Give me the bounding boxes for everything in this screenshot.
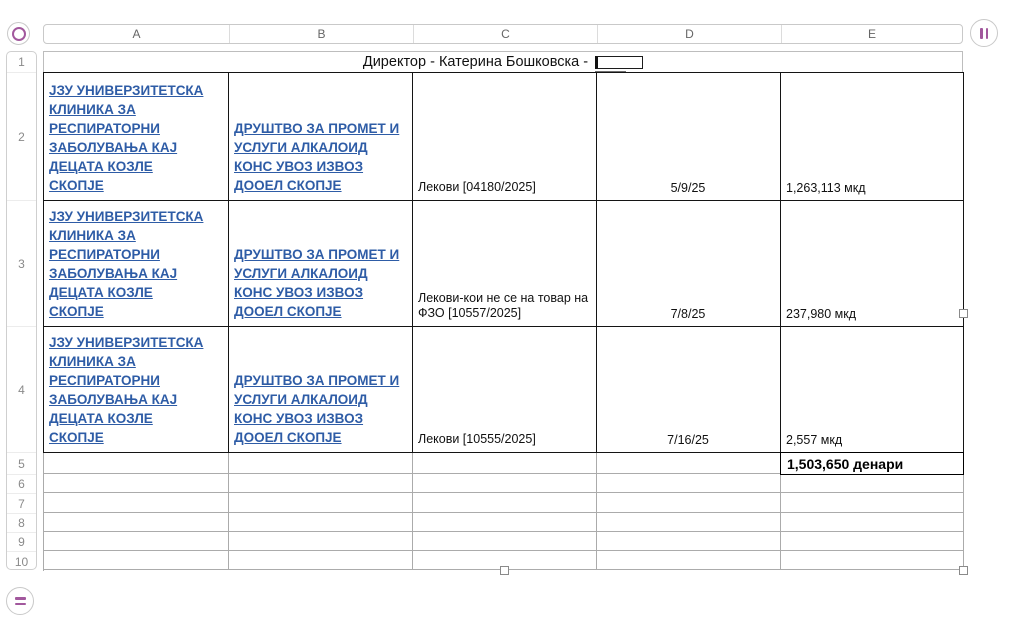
row-header-8[interactable]: 8 [7, 514, 36, 533]
cell-A6[interactable] [44, 474, 229, 493]
add-column-handle[interactable] [970, 19, 998, 47]
cell-D9[interactable] [597, 532, 781, 551]
cell-D3[interactable]: 7/8/25 [596, 200, 781, 327]
row-header-9[interactable]: 9 [7, 533, 36, 552]
add-column-icon [980, 27, 983, 39]
column-header-b[interactable]: B [229, 25, 413, 43]
cell-C2[interactable]: Лекови [04180/2025] [412, 72, 597, 201]
cell-B9[interactable] [229, 532, 413, 551]
date-text: 7/8/25 [670, 307, 706, 321]
cell-D8[interactable] [597, 513, 781, 532]
cell-A8[interactable] [44, 513, 229, 532]
row-header-1[interactable]: 1 [7, 52, 36, 73]
cell-C6[interactable] [413, 474, 597, 493]
cell-C3[interactable]: Лекови-кои не се на товар на ФЗО [10557/… [412, 200, 597, 327]
institution-link[interactable]: ЈЗУ УНИВЕРЗИТЕТСКА КЛИНИКА ЗА РЕСПИРАТОР… [49, 209, 204, 319]
cell-E6[interactable] [781, 474, 964, 493]
cell-E4[interactable]: 2,557 мкд [780, 326, 964, 453]
cell-B2[interactable]: ДРУШТВО ЗА ПРОМЕТ И УСЛУГИ АЛКАЛОИД КОНС… [228, 72, 413, 201]
cell-B7[interactable] [229, 493, 413, 513]
add-row-handle[interactable] [6, 587, 34, 615]
column-header-bar: A B C D E [43, 24, 963, 44]
column-header-a[interactable]: A [132, 27, 141, 41]
date-text: 7/16/25 [667, 433, 709, 447]
amount-text: 237,980 мкд [786, 307, 857, 321]
add-row-icon [14, 597, 26, 600]
resize-handle-right[interactable] [959, 309, 968, 318]
cell-D5[interactable] [597, 452, 781, 474]
cell-A10[interactable] [44, 551, 229, 570]
row-header-bar: 1 2 3 4 5 6 7 8 9 10 [6, 51, 37, 570]
resize-handle-bottom-right[interactable] [959, 566, 968, 575]
item-text: Лекови [10555/2025] [418, 432, 536, 446]
supplier-link[interactable]: ДРУШТВО ЗА ПРОМЕТ И УСЛУГИ АЛКАЛОИД КОНС… [234, 121, 400, 193]
total-amount-text: 1,503,650 денари [787, 455, 904, 472]
item-text: Лекови-кои не се на товар на ФЗО [10557/… [418, 291, 589, 320]
cell-A7[interactable] [44, 493, 229, 513]
table-select-handle[interactable] [7, 22, 30, 45]
title-text: Директор - Катерина Бошковска - [362, 54, 589, 70]
amount-text: 2,557 мкд [786, 433, 843, 447]
cell-C5[interactable] [413, 452, 597, 474]
row-header-7[interactable]: 7 [7, 494, 36, 514]
cell-C8[interactable] [413, 513, 597, 532]
cell-title-A1[interactable]: Директор - Катерина Бошковска - [43, 51, 963, 74]
cell-C9[interactable] [413, 532, 597, 551]
row-header-6[interactable]: 6 [7, 475, 36, 494]
cell-D2[interactable]: 5/9/25 [596, 72, 781, 201]
cell-B6[interactable] [229, 474, 413, 493]
resize-handle-bottom[interactable] [500, 566, 509, 575]
cell-E8[interactable] [781, 513, 964, 532]
item-text: Лекови [04180/2025] [418, 180, 536, 194]
row-header-3[interactable]: 3 [7, 201, 36, 327]
row-header-10[interactable]: 10 [14, 554, 29, 569]
supplier-link[interactable]: ДРУШТВО ЗА ПРОМЕТ И УСЛУГИ АЛКАЛОИД КОНС… [234, 247, 400, 319]
row-header-5[interactable]: 5 [7, 453, 36, 475]
institution-link[interactable]: ЈЗУ УНИВЕРЗИТЕТСКА КЛИНИКА ЗА РЕСПИРАТОР… [49, 335, 204, 445]
cell-D7[interactable] [597, 493, 781, 513]
cell-A4[interactable]: ЈЗУ УНИВЕРЗИТЕТСКА КЛИНИКА ЗА РЕСПИРАТОР… [43, 326, 229, 453]
date-text: 5/9/25 [670, 181, 706, 195]
cell-B5[interactable] [229, 452, 413, 474]
empty-signature-box[interactable] [595, 55, 644, 74]
column-header-d[interactable]: D [597, 25, 781, 43]
cell-B10[interactable] [229, 551, 413, 570]
cell-B4[interactable]: ДРУШТВО ЗА ПРОМЕТ И УСЛУГИ АЛКАЛОИД КОНС… [228, 326, 413, 453]
cell-E5-total[interactable]: 1,503,650 денари [780, 452, 964, 475]
row-header-2[interactable]: 2 [7, 73, 36, 201]
cell-A9[interactable] [44, 532, 229, 551]
cell-A3[interactable]: ЈЗУ УНИВЕРЗИТЕТСКА КЛИНИКА ЗА РЕСПИРАТОР… [43, 200, 229, 327]
supplier-link[interactable]: ДРУШТВО ЗА ПРОМЕТ И УСЛУГИ АЛКАЛОИД КОНС… [234, 373, 400, 445]
cell-A2[interactable]: ЈЗУ УНИВЕРЗИТЕТСКА КЛИНИКА ЗА РЕСПИРАТОР… [43, 72, 229, 201]
institution-link[interactable]: ЈЗУ УНИВЕРЗИТЕТСКА КЛИНИКА ЗА РЕСПИРАТОР… [49, 83, 204, 193]
cell-A5[interactable] [44, 452, 229, 474]
cell-D4[interactable]: 7/16/25 [596, 326, 781, 453]
add-row-icon [14, 602, 26, 605]
column-header-e[interactable]: E [781, 25, 962, 43]
add-column-icon [985, 27, 988, 39]
cell-C7[interactable] [413, 493, 597, 513]
cell-D6[interactable] [597, 474, 781, 493]
table-select-icon [11, 26, 26, 41]
column-header-c[interactable]: C [413, 25, 597, 43]
cell-E7[interactable] [781, 493, 964, 513]
cell-C4[interactable]: Лекови [10555/2025] [412, 326, 597, 453]
amount-text: 1,263,113 мкд [786, 181, 866, 195]
cell-B8[interactable] [229, 513, 413, 532]
cell-D10[interactable] [597, 551, 781, 570]
row-header-4[interactable]: 4 [7, 327, 36, 453]
cell-B3[interactable]: ДРУШТВО ЗА ПРОМЕТ И УСЛУГИ АЛКАЛОИД КОНС… [228, 200, 413, 327]
cell-E10[interactable] [781, 551, 964, 570]
cell-E2[interactable]: 1,263,113 мкд [780, 72, 964, 201]
cell-E9[interactable] [781, 532, 964, 551]
cell-E3[interactable]: 237,980 мкд [780, 200, 964, 327]
